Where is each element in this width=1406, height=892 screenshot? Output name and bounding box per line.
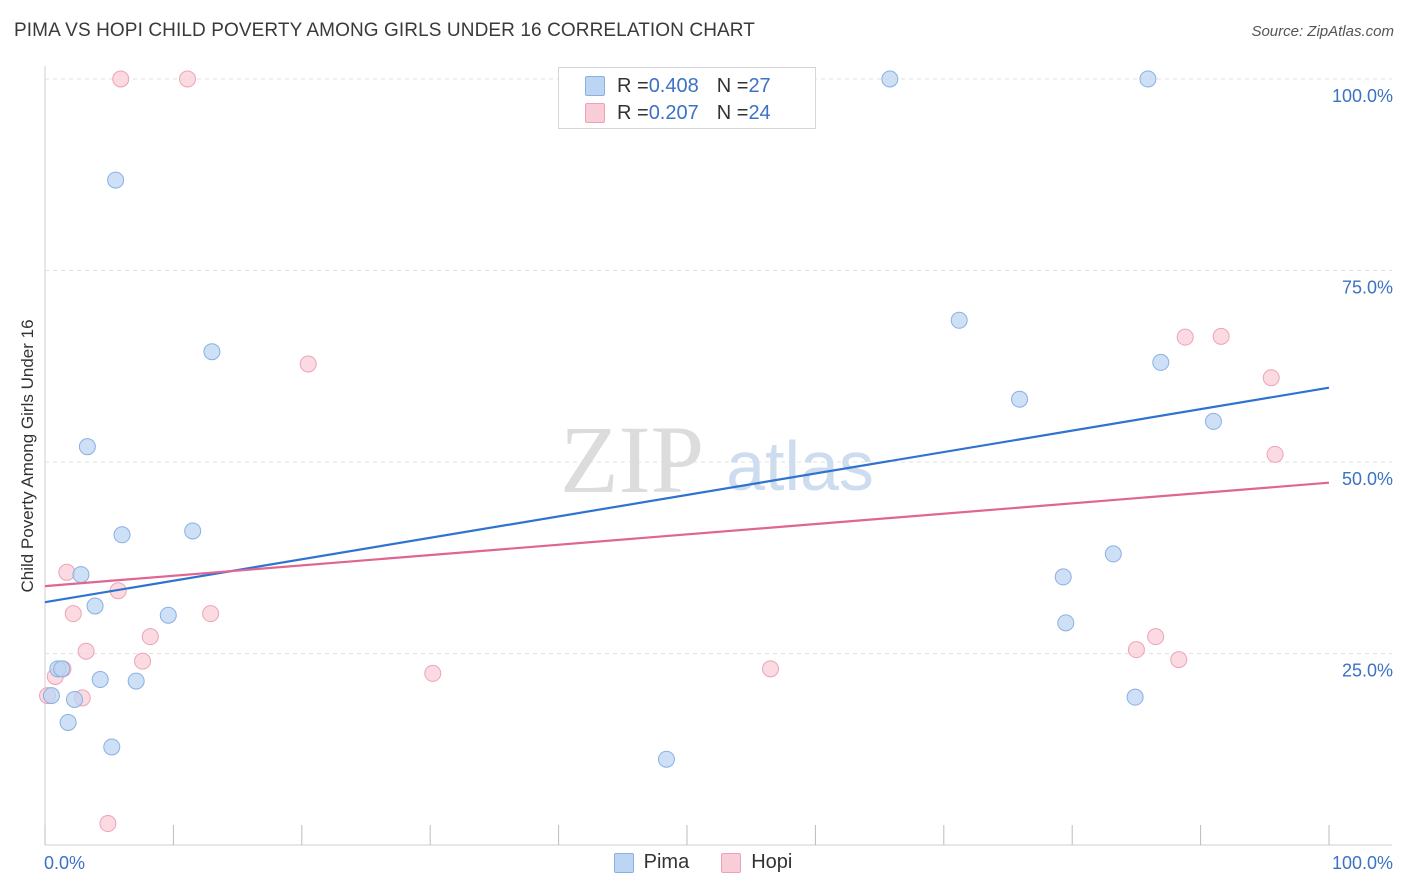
pima-r-label: R =: [617, 74, 649, 97]
pima-point: [203, 343, 221, 361]
x-tick-label: 0.0%: [44, 853, 85, 873]
y-tick-label: 50.0%: [1342, 469, 1393, 489]
pima-point: [107, 171, 125, 189]
pima-point: [1104, 545, 1122, 563]
pima-swatch: [585, 76, 605, 96]
pima-point: [1011, 390, 1029, 408]
legend-stats: R = 0.408 N = 27 R = 0.207 N = 24: [558, 67, 816, 129]
hopi-point: [58, 563, 76, 581]
hopi-point: [64, 605, 82, 623]
hopi-point: [77, 642, 95, 660]
pima-point: [950, 311, 968, 329]
hopi-point: [424, 664, 442, 682]
legend-row-pima: R = 0.408 N = 27: [585, 73, 771, 99]
pima-point: [657, 750, 675, 768]
pima-point: [1126, 688, 1144, 706]
hopi-point: [1170, 651, 1188, 669]
pima-n-label: N =: [716, 74, 749, 97]
pima-point: [1139, 70, 1157, 88]
hopi-swatch: [585, 103, 605, 123]
pima-point: [78, 438, 96, 456]
legend-row-hopi: R = 0.207 N = 24: [585, 100, 771, 126]
legend-item-pima[interactable]: Pima: [613, 851, 690, 874]
y-tick-label: 100.0%: [1332, 86, 1393, 106]
hopi-point: [202, 605, 220, 623]
hopi-point: [1127, 641, 1145, 659]
chart-title: PIMA VS HOPI CHILD POVERTY AMONG GIRLS U…: [14, 20, 755, 41]
pima-point: [127, 672, 145, 690]
pima-point: [91, 671, 109, 689]
x-tick-label: 100.0%: [1332, 853, 1393, 873]
pima-trend-line: [44, 386, 1330, 604]
hopi-point: [141, 628, 159, 646]
watermark-atlas: atlas: [726, 427, 874, 505]
y-tick-label: 25.0%: [1342, 661, 1393, 681]
hopi-point: [761, 660, 779, 678]
pima-point: [1054, 568, 1072, 586]
pima-point: [881, 70, 899, 88]
hopi-point: [1176, 328, 1194, 346]
pima-n-value: 27: [748, 74, 771, 97]
pima-point: [42, 687, 60, 705]
hopi-point: [134, 652, 152, 670]
watermark-zip: ZIP: [560, 406, 704, 513]
hopi-legend-swatch: [721, 852, 742, 873]
pima-point: [59, 713, 77, 731]
hopi-r-label: R =: [617, 101, 649, 124]
pima-point: [103, 738, 121, 756]
y-axis-label: Child Poverty Among Girls Under 16: [18, 319, 37, 593]
hopi-point: [299, 355, 317, 373]
y-tick-label: 75.0%: [1342, 278, 1393, 298]
hopi-point: [1147, 628, 1165, 646]
hopi-legend-label: Hopi: [751, 851, 793, 873]
pima-r-value: 0.408: [648, 74, 699, 97]
hopi-point: [1266, 445, 1284, 463]
pima-point: [53, 660, 71, 678]
hopi-n-label: N =: [716, 101, 749, 124]
hopi-point: [1262, 369, 1280, 387]
watermark: ZIP atlas: [560, 406, 874, 513]
pima-point: [184, 522, 202, 540]
hopi-trend-line: [44, 481, 1330, 588]
hopi-point: [179, 70, 197, 88]
source-label: Source: ZipAtlas.com: [1251, 23, 1394, 40]
hopi-point: [1212, 327, 1230, 345]
hopi-point: [112, 70, 130, 88]
pima-legend-swatch: [613, 852, 634, 873]
pima-point: [66, 690, 84, 708]
hopi-point: [99, 815, 117, 833]
pima-point: [1057, 614, 1075, 632]
pima-point: [113, 526, 131, 544]
pima-point: [86, 597, 104, 615]
series-legend: Pima Hopi: [0, 851, 1406, 874]
hopi-n-value: 24: [748, 101, 771, 124]
hopi-r-value: 0.207: [648, 101, 699, 124]
pima-legend-label: Pima: [643, 851, 690, 873]
pima-point: [159, 606, 177, 624]
pima-point: [72, 566, 90, 584]
legend-item-hopi[interactable]: Hopi: [721, 851, 792, 874]
pima-point: [1152, 353, 1170, 371]
pima-point: [1204, 412, 1222, 430]
